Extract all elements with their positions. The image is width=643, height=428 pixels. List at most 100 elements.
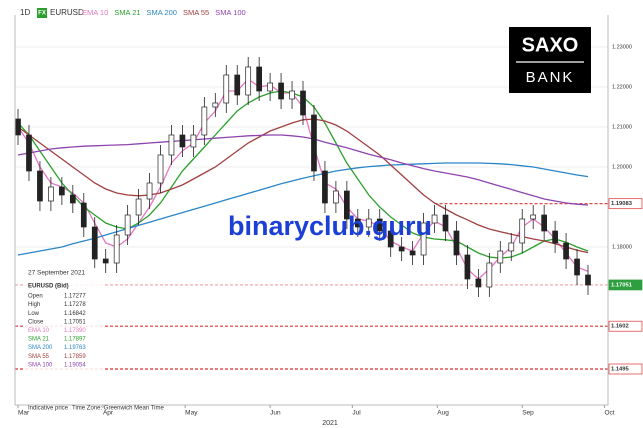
candle-body [212, 102, 219, 108]
level-label-box [608, 363, 643, 375]
logo-box [509, 27, 591, 93]
info-value: 1.19054 [64, 362, 86, 368]
candle-body [223, 74, 230, 104]
legend-entry: SMA 200 [147, 8, 177, 17]
indicator-line [17, 162, 589, 256]
legend-entry: SMA 55 [183, 8, 209, 17]
x-tick-label: Mar [18, 410, 30, 417]
legend-entry: SMA 21 [114, 8, 140, 17]
candle-body [574, 258, 580, 276]
info-label: High [28, 302, 40, 308]
candle-body [267, 82, 273, 92]
info-value: 1.17390 [64, 328, 86, 334]
info-date: 27 September 2021 [28, 270, 85, 277]
candle-body [453, 230, 460, 256]
level-label: 1.19083 [611, 201, 633, 207]
y-tick-label: 1.20000 [612, 164, 632, 170]
info-label: Low [28, 311, 40, 317]
candle-body [80, 202, 87, 228]
info-value: 1.17051 [64, 319, 86, 325]
y-tick-label: 1.22000 [612, 84, 632, 90]
candle-body [190, 134, 197, 148]
candle-body [464, 254, 471, 280]
candle-body [234, 74, 241, 96]
info-label: SMA 55 [28, 354, 50, 360]
candle-body [15, 118, 21, 136]
logo-bottom: BANK [526, 69, 575, 86]
x-tick-label: Apr [103, 410, 114, 417]
candle-body [26, 134, 32, 172]
level-label-box [608, 320, 643, 332]
candle-body [398, 246, 405, 252]
watermark: binaryclub.guru [228, 211, 432, 241]
candle-body [146, 182, 153, 200]
candle-body [585, 274, 591, 286]
candle-body [541, 214, 548, 232]
candle-body [530, 214, 537, 220]
info-value: 1.17897 [64, 337, 86, 343]
candle-body [135, 198, 142, 216]
candle-body [376, 218, 383, 232]
candle-body [91, 226, 98, 260]
candle-body [333, 190, 339, 204]
candle-body [289, 90, 295, 100]
level-label: 1.1495 [611, 367, 630, 373]
info-label: SMA 100 [28, 362, 53, 368]
candle-body [519, 218, 526, 244]
candle-body [245, 66, 252, 96]
candle-body [37, 170, 43, 202]
candle-body [179, 134, 186, 148]
candle-body [387, 230, 394, 248]
candle-body [343, 190, 350, 220]
year-label: 2021 [322, 420, 338, 427]
candle-body [168, 134, 175, 156]
info-symbol: EURUSD (Bid) [28, 284, 69, 290]
candle-body [113, 234, 120, 264]
info-label: Close [28, 319, 44, 325]
candle-body [508, 242, 515, 252]
candle-body [157, 154, 164, 184]
info-label: SMA 200 [28, 345, 53, 351]
y-tick-label: 1.23000 [612, 44, 632, 50]
info-panel: 27 September 2021 EURUSD (Bid) Open 1.17277… [24, 268, 104, 396]
legend: EMA 10 SMA 21 SMA 200 SMA 55 SMA 100 [82, 8, 246, 17]
candle-body [420, 222, 427, 256]
logo-top: SAXO [522, 34, 579, 56]
info-value: 1.19763 [64, 345, 86, 351]
candle-body [311, 114, 317, 172]
info-value: 1.17277 [64, 294, 86, 300]
candle-body [409, 250, 416, 256]
x-tick-label: Aug [437, 410, 449, 417]
info-value: 1.17278 [64, 302, 86, 308]
legend-entry: EMA 10 [82, 8, 108, 17]
candle-body [278, 82, 284, 100]
candle-body [300, 90, 306, 116]
candle-body [59, 186, 65, 196]
indicator-line [17, 134, 589, 206]
info-value: 1.16842 [64, 311, 86, 317]
candle-body [124, 214, 131, 236]
marks [15, 57, 608, 370]
candle-body [475, 278, 482, 288]
info-value: 1.17859 [64, 354, 86, 360]
candle-body [256, 66, 263, 92]
x-tick-label: Sep [522, 410, 534, 417]
x-tick-label: Oct [604, 410, 614, 417]
info-label: Open [28, 294, 43, 300]
info-label: EMA 10 [28, 328, 50, 334]
info-label: SMA 21 [28, 337, 50, 343]
footer-timezone: Time Zone: Greenwich Mean Time [72, 406, 164, 412]
candle-body [102, 258, 109, 264]
y-tick-label: 1.18000 [612, 244, 632, 250]
candle-body [354, 218, 361, 228]
candle-body [486, 262, 493, 288]
info-background [24, 268, 104, 396]
candle-body [563, 242, 569, 260]
candle-body [552, 230, 558, 244]
candle-body [442, 214, 449, 232]
badge: FX [38, 11, 46, 17]
level-label-box [608, 198, 643, 210]
badge-box [37, 8, 47, 18]
candle-body [322, 170, 328, 204]
